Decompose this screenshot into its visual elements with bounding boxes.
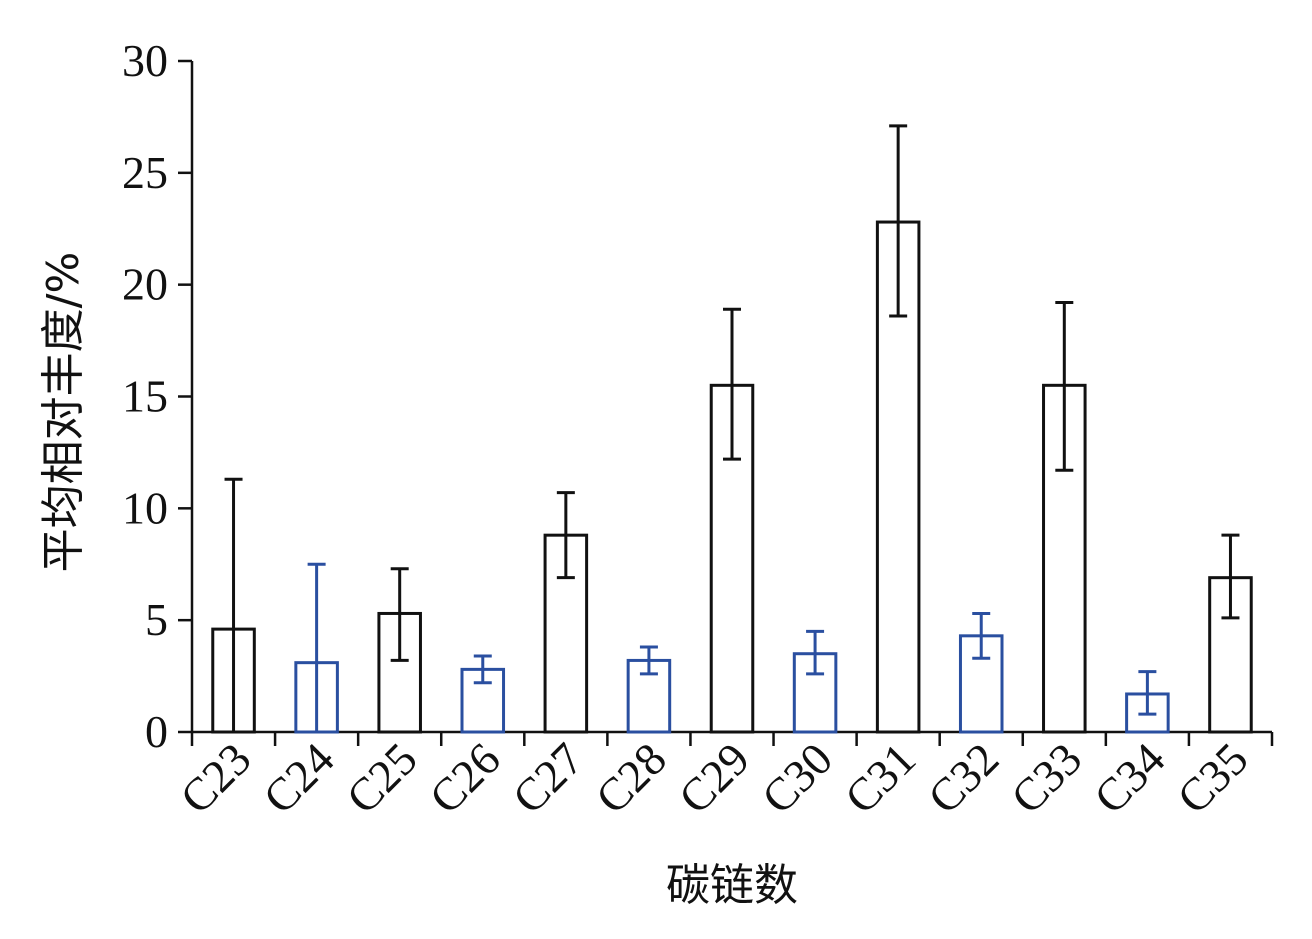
x-tick-label: C25 — [336, 733, 426, 823]
x-tick-label: C29 — [669, 733, 759, 823]
x-tick-label: C33 — [1001, 733, 1091, 823]
x-axis-title: 碳链数 — [666, 860, 798, 911]
x-tick-label: C26 — [420, 733, 510, 823]
y-tick-label: 0 — [145, 706, 168, 757]
x-tick-label: C30 — [752, 733, 842, 823]
y-tick-label: 5 — [145, 594, 168, 645]
bars — [211, 220, 1253, 734]
y-tick-label: 25 — [122, 147, 168, 198]
x-tick-label: C28 — [586, 733, 676, 823]
y-tick-label: 10 — [122, 482, 168, 533]
x-tick-label: C24 — [253, 733, 343, 823]
x-tick-label: C27 — [503, 733, 593, 823]
x-tick-label: C31 — [835, 733, 925, 823]
x-tick-label: C34 — [1084, 733, 1174, 823]
x-tick-label: C23 — [170, 733, 260, 823]
y-axis: 0 5 10 15 20 25 30 — [122, 35, 194, 757]
y-axis-title: 平均相对丰度/% — [38, 252, 89, 573]
error-bars — [224, 124, 1240, 732]
y-tick-label: 30 — [122, 35, 168, 86]
x-tick-label: C32 — [918, 733, 1008, 823]
x-tick-label: C35 — [1167, 733, 1257, 823]
y-tick-label: 20 — [122, 259, 168, 310]
y-tick-label: 15 — [122, 371, 168, 422]
